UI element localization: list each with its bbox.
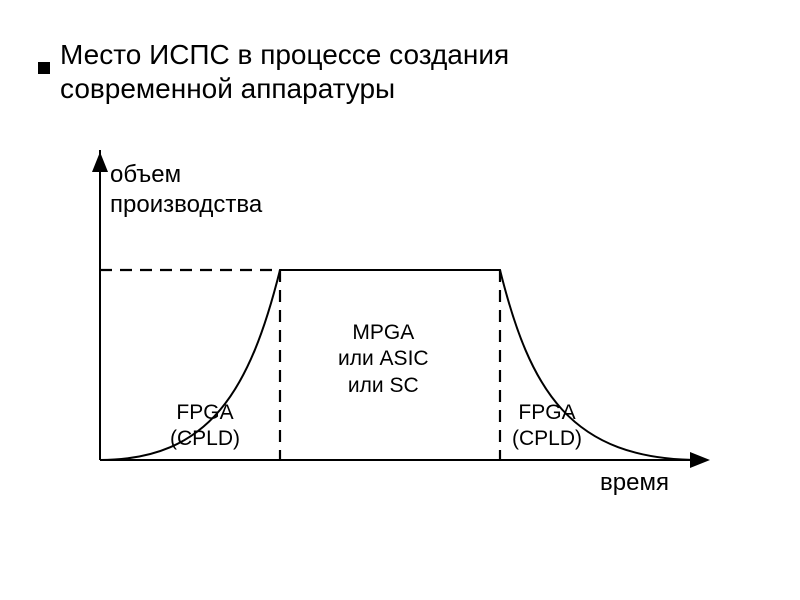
slide-title: Место ИСПС в процессе создания современн… (60, 38, 740, 105)
slide: Место ИСПС в процессе создания современн… (0, 0, 800, 600)
mid-region-label: MPGA или ASIC или SC (338, 320, 429, 399)
production-lifecycle-chart: объем производства время FPGA (CPLD) MPG… (60, 150, 740, 530)
y-axis-arrow (92, 152, 108, 172)
y-axis-label: объем производства (110, 160, 262, 220)
left-region-label: FPGA (CPLD) (170, 400, 240, 453)
x-axis-label: время (600, 468, 669, 498)
title-bullet (38, 62, 50, 74)
right-region-label: FPGA (CPLD) (512, 400, 582, 453)
